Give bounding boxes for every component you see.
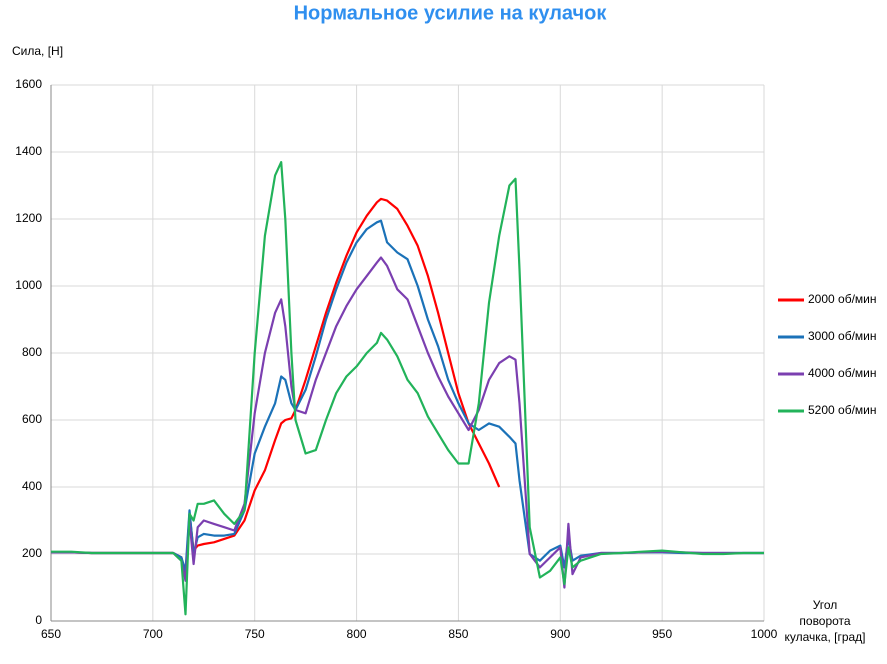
series-line: [51, 256, 764, 589]
legend-label: 5200 об/мин: [808, 403, 877, 417]
y-tick-label: 800: [22, 345, 42, 359]
series-line: [51, 219, 764, 572]
y-tick-label: 0: [35, 613, 42, 627]
legend-label: 2000 об/мин: [808, 292, 877, 306]
x-axis-label: Угол поворота кулачка, [град]: [784, 598, 865, 644]
x-axis-label-line: кулачка, [град]: [784, 630, 865, 644]
series-line: [51, 197, 501, 579]
y-tick-label: 200: [22, 546, 42, 560]
x-tick-label: 950: [652, 627, 672, 641]
x-tick-label: 800: [347, 627, 367, 641]
x-tick-label: 900: [550, 627, 570, 641]
x-tick-label: 1000: [751, 627, 778, 641]
series-line: [51, 161, 764, 616]
x-axis-label-line: поворота: [799, 614, 851, 628]
x-tick-label: 750: [245, 627, 265, 641]
y-tick-label: 1000: [15, 278, 42, 292]
y-tick-label: 1400: [15, 144, 42, 158]
y-tick-label: 600: [22, 412, 42, 426]
legend-label: 3000 об/мин: [808, 329, 877, 343]
x-axis-label-line: Угол: [813, 598, 838, 612]
x-tick-label: 650: [41, 627, 61, 641]
y-axis-label: Сила, [Н]: [12, 44, 63, 58]
legend-label: 4000 об/мин: [808, 366, 877, 380]
x-tick-label: 700: [143, 627, 163, 641]
chart-title: Нормальное усилие на кулачок: [294, 2, 608, 24]
y-tick-label: 400: [22, 479, 42, 493]
y-tick-label: 1200: [15, 211, 42, 225]
y-tick-label: 1600: [15, 77, 42, 91]
x-tick-label: 850: [448, 627, 468, 641]
